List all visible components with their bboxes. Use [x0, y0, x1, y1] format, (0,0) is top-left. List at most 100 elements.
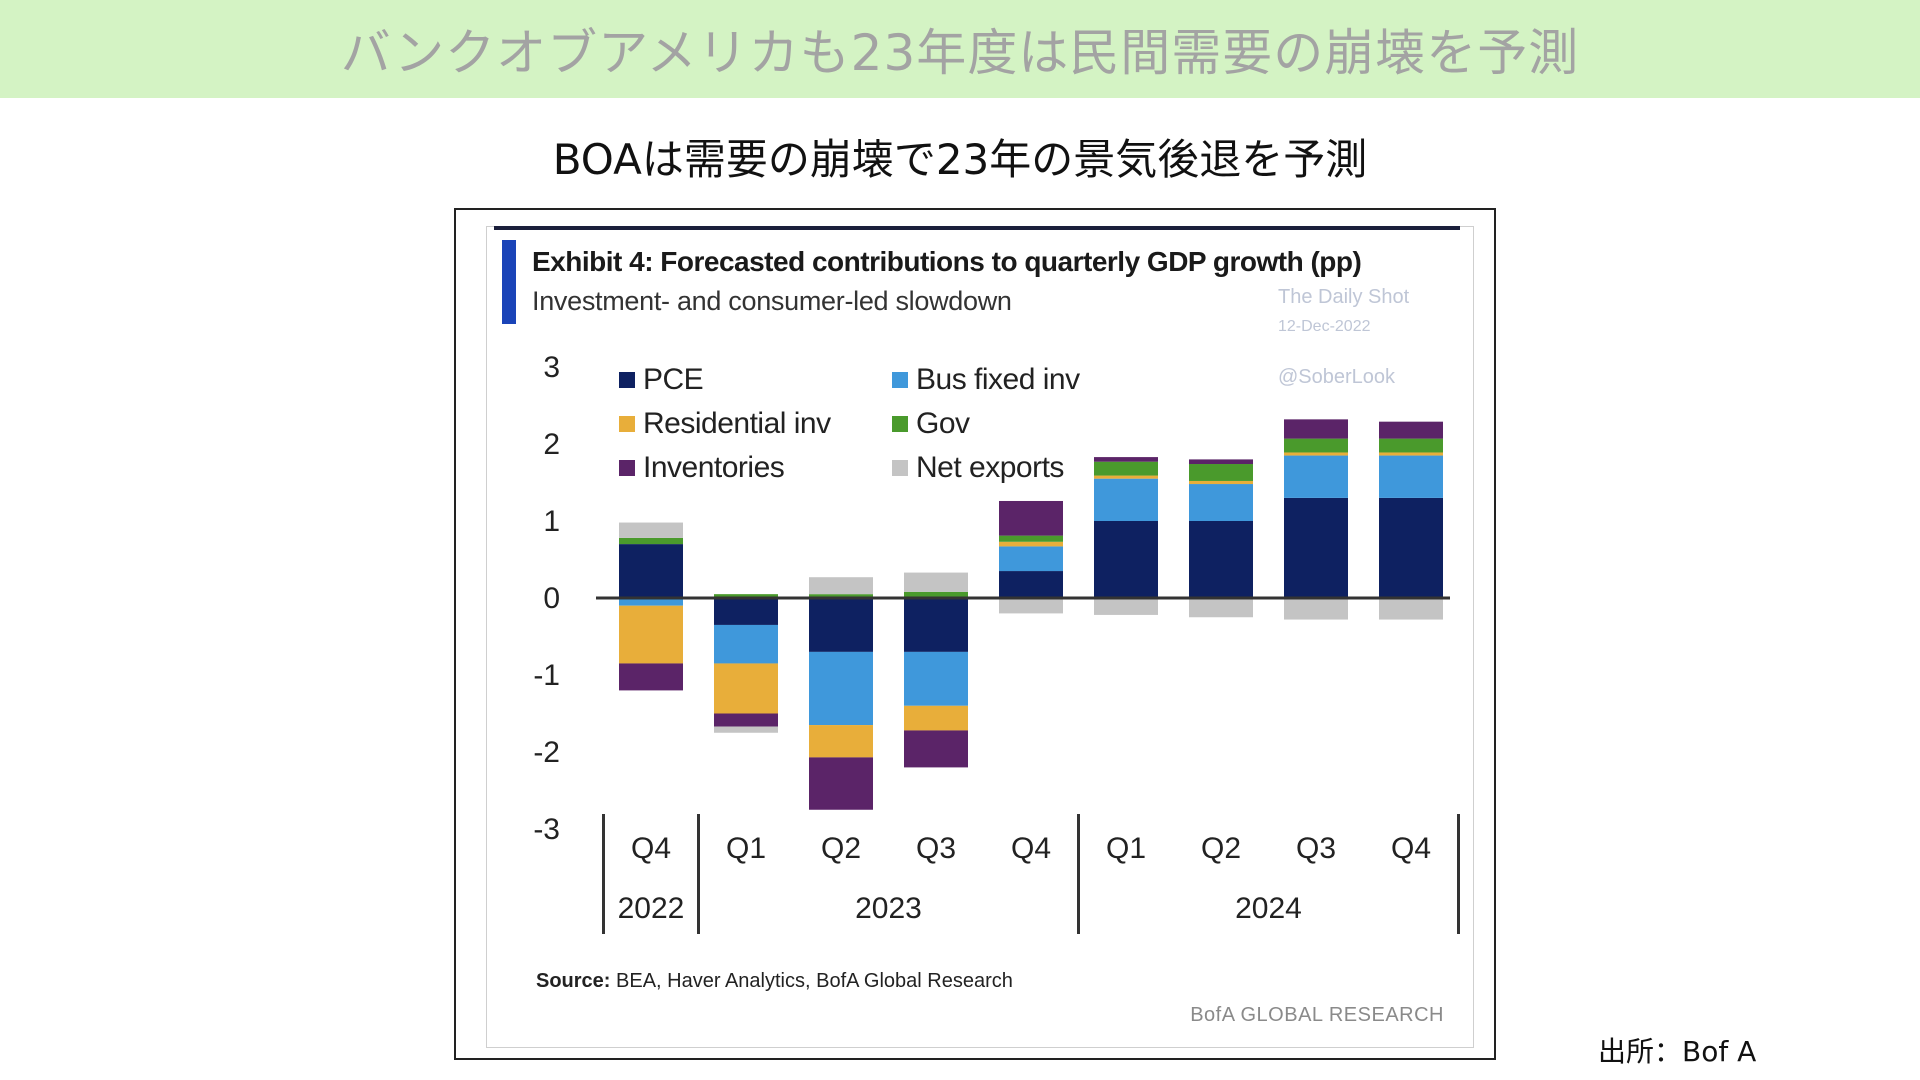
bar-segment-net-exports [1189, 598, 1253, 618]
bar-segment-residential-inv [619, 605, 683, 664]
bar-segment-bus-fixed-inv [904, 651, 968, 706]
y-tick-label: -3 [533, 813, 560, 846]
slide-subtitle: BOAは需要の崩壊で23年の景気後退を予測 [552, 135, 1368, 184]
year-label: 2024 [1235, 892, 1302, 925]
bar-segment-inventories [1379, 421, 1443, 439]
header-banner: バンクオブアメリカも23年度は民間需要の崩壊を予測 [0, 0, 1920, 98]
bar-segment-inventories [809, 757, 873, 810]
year-label: 2023 [855, 892, 922, 925]
accent-bar [502, 240, 516, 324]
bar-segment-inventories [1189, 459, 1253, 465]
bar-segment-net-exports [619, 522, 683, 538]
source-note: Source: BEA, Haver Analytics, BofA Globa… [536, 970, 1013, 993]
watermark-handle: @SoberLook [1278, 366, 1396, 388]
bar-segment-residential-inv [904, 705, 968, 731]
year-label: 2022 [618, 892, 685, 925]
bar-segment-gov [1094, 461, 1158, 476]
x-tick-label: Q3 [1296, 832, 1336, 865]
bar-segment-pce [904, 598, 968, 652]
y-tick-label: 1 [543, 505, 560, 538]
exhibit-subtitle: Investment- and consumer-led slowdown [532, 286, 1012, 316]
x-tick-label: Q1 [1106, 832, 1146, 865]
x-tick-label: Q4 [631, 832, 671, 865]
bar-segment-gov [904, 591, 968, 598]
legend-swatch-pce [619, 372, 635, 388]
bar-segment-gov [1379, 438, 1443, 453]
bar-segment-gov [714, 594, 778, 598]
bar-segment-bus-fixed-inv [809, 651, 873, 726]
bar-segment-residential-inv [809, 725, 873, 758]
bar-segment-residential-inv [1284, 452, 1348, 456]
y-tick-label: 0 [543, 582, 560, 615]
x-tick-label: Q2 [1201, 832, 1241, 865]
x-tick-label: Q4 [1391, 832, 1431, 865]
bar-segment-net-exports [1094, 598, 1158, 615]
legend-label: Inventories [643, 451, 784, 484]
bar-segment-pce [1284, 497, 1348, 598]
source-label: Source: [536, 970, 611, 992]
bar-segment-residential-inv [1379, 452, 1443, 456]
legend-label: Bus fixed inv [916, 363, 1080, 396]
bar-segment-inventories [1284, 419, 1348, 439]
bar-segment-net-exports [809, 577, 873, 595]
x-tick-label: Q3 [916, 832, 956, 865]
y-tick-label: 3 [543, 351, 560, 384]
bar-segment-net-exports [1284, 598, 1348, 620]
bar-segment-net-exports [1379, 598, 1443, 620]
bar-segment-bus-fixed-inv [1094, 478, 1158, 521]
banner-title: バンクオブアメリカも23年度は民間需要の崩壊を予測 [340, 24, 1580, 82]
bar-segment-bus-fixed-inv [714, 624, 778, 664]
bar-segment-gov [809, 594, 873, 598]
y-tick-label: -1 [533, 659, 560, 692]
bar-segment-pce [1379, 497, 1443, 598]
bar-segment-inventories [619, 663, 683, 691]
bar-segment-inventories [999, 500, 1063, 536]
y-tick-label: 2 [543, 428, 560, 461]
source-text: BEA, Haver Analytics, BofA Global Resear… [610, 970, 1013, 992]
watermark-date: 12-Dec-2022 [1278, 318, 1371, 335]
legend-swatch-net-exports [892, 460, 908, 476]
exhibit-title: Exhibit 4: Forecasted contributions to q… [532, 246, 1362, 277]
bar-segment-residential-inv [1189, 480, 1253, 485]
bar-segment-inventories [904, 730, 968, 768]
legend-label: Gov [916, 407, 970, 440]
legend-swatch-residential-inv [619, 416, 635, 432]
bar-segment-pce [1094, 521, 1158, 598]
bar-segment-pce [809, 598, 873, 652]
bar-segment-pce [714, 598, 778, 625]
bar-segment-pce [619, 544, 683, 598]
y-tick-label: -2 [533, 736, 560, 769]
legend-swatch-inventories [619, 460, 635, 476]
bar-segment-bus-fixed-inv [1284, 455, 1348, 498]
x-tick-label: Q1 [726, 832, 766, 865]
x-tick-label: Q4 [1011, 832, 1051, 865]
chart-frame: Exhibit 4: Forecasted contributions to q… [454, 208, 1496, 1060]
bar-segment-gov [1189, 464, 1253, 481]
bar-segment-bus-fixed-inv [999, 546, 1063, 572]
bar-segment-bus-fixed-inv [619, 598, 683, 606]
x-tick-label: Q2 [821, 832, 861, 865]
legend-swatch-bus-fixed-inv [892, 372, 908, 388]
bar-segment-bus-fixed-inv [1379, 455, 1443, 498]
bar-segment-pce [999, 571, 1063, 598]
legend-label: PCE [643, 363, 703, 396]
bar-segment-net-exports [999, 598, 1063, 614]
bar-segment-inventories [1094, 457, 1158, 462]
top-rule [494, 226, 1460, 230]
legend-label: Residential inv [643, 407, 831, 440]
brand-label: BofA GLOBAL RESEARCH [1190, 1004, 1444, 1026]
bar-segment-gov [619, 537, 683, 545]
bar-segment-residential-inv [999, 541, 1063, 547]
bar-segment-gov [1284, 438, 1348, 453]
legend-swatch-gov [892, 416, 908, 432]
bar-segment-inventories [714, 713, 778, 727]
legend-label: Net exports [916, 451, 1064, 484]
bar-segment-residential-inv [714, 663, 778, 714]
watermark-daily-shot: The Daily Shot [1278, 286, 1410, 308]
source-credit: 出所：Bof A [1598, 1035, 1757, 1068]
gdp-contribution-chart: 3 2 1 0 -1 -2 -3 Q4 Q1 Q2 Q3 Q4 Q1 Q2 Q3 Q4 2022 2023 2024… [533, 351, 1460, 934]
bar-segment-bus-fixed-inv [1189, 484, 1253, 521]
bar-segment-residential-inv [1094, 475, 1158, 479]
bar-segment-net-exports [714, 726, 778, 733]
bar-segment-net-exports [904, 572, 968, 592]
